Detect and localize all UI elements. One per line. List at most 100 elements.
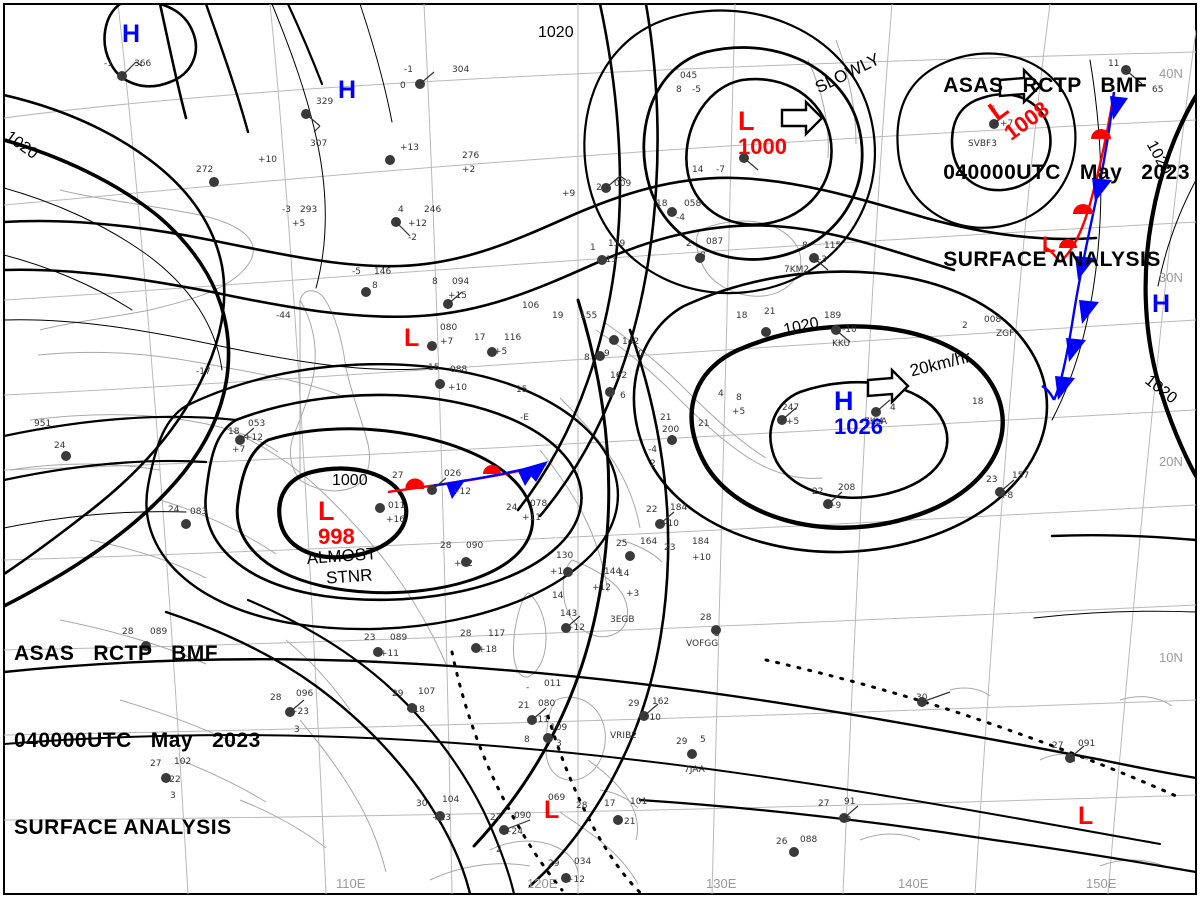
svg-text:272: 272 xyxy=(196,165,213,175)
svg-text:146: 146 xyxy=(374,267,391,277)
svg-text:026: 026 xyxy=(444,469,461,479)
cold-pip xyxy=(446,479,466,499)
svg-text:-10: -10 xyxy=(842,325,857,335)
cold-pip xyxy=(524,461,548,482)
svg-text:143: 143 xyxy=(560,609,577,619)
svg-text:3: 3 xyxy=(170,791,176,801)
svg-text:088: 088 xyxy=(450,365,467,375)
svg-text:8: 8 xyxy=(736,393,742,403)
svg-text:088: 088 xyxy=(800,835,817,845)
svg-text:080: 080 xyxy=(538,699,555,709)
cold-pip xyxy=(1110,96,1128,120)
svg-text:-4: -4 xyxy=(648,445,657,455)
svg-text:7KM2: 7KM2 xyxy=(784,265,809,275)
svg-text:26: 26 xyxy=(776,837,788,847)
svg-text:3EGB: 3EGB xyxy=(610,615,635,625)
title-bottom-line2: 040000UTC May 2023 xyxy=(14,729,261,753)
svg-text:7KLA: 7KLA xyxy=(864,417,888,427)
svg-text:29: 29 xyxy=(628,699,640,709)
svg-text:+8: +8 xyxy=(1000,491,1014,501)
svg-text:162: 162 xyxy=(652,697,669,707)
svg-text:034: 034 xyxy=(574,857,591,867)
coastlines xyxy=(9,39,1173,885)
svg-text:-22: -22 xyxy=(166,775,181,785)
motion-arrow-low-1000 xyxy=(780,99,824,137)
motion-arrows xyxy=(780,67,1042,405)
minor-low-3: L xyxy=(1078,802,1094,830)
svg-text:24: 24 xyxy=(168,505,180,515)
svg-text:15: 15 xyxy=(516,385,527,395)
svg-text:14: 14 xyxy=(692,165,704,175)
cold-pip xyxy=(1066,338,1086,362)
svg-text:+12: +12 xyxy=(452,487,471,497)
cold-pip xyxy=(1079,300,1099,324)
svg-text:29: 29 xyxy=(676,737,688,747)
svg-text:18: 18 xyxy=(736,311,748,321)
svg-text:23: 23 xyxy=(364,633,375,643)
svg-text:+3: +3 xyxy=(626,589,639,599)
svg-text:KKU: KKU xyxy=(832,339,850,349)
svg-text:18: 18 xyxy=(228,427,240,437)
svg-text:+10: +10 xyxy=(642,713,661,723)
svg-text:+12: +12 xyxy=(592,583,611,593)
svg-text:-E: -E xyxy=(520,413,529,423)
svg-text:-44: -44 xyxy=(276,311,291,321)
almost-stnr-line2: STNR xyxy=(325,565,374,588)
svg-text:11: 11 xyxy=(1108,59,1119,69)
trough-pacific xyxy=(764,658,1178,798)
svg-text:094: 094 xyxy=(452,277,469,287)
svg-text:157: 157 xyxy=(1012,471,1029,481)
svg-text:21: 21 xyxy=(764,307,775,317)
svg-text:27: 27 xyxy=(818,799,829,809)
svg-text:+24: +24 xyxy=(504,827,523,837)
svg-text:115: 115 xyxy=(824,241,841,251)
svg-text:011: 011 xyxy=(388,501,405,511)
title-top-line1: ASAS RCTP BMF xyxy=(943,73,1148,97)
svg-text:29: 29 xyxy=(392,689,404,699)
svg-text:-7: -7 xyxy=(716,165,725,175)
svg-text:+11: +11 xyxy=(530,715,549,725)
motion-arrow-low-1008 xyxy=(998,67,1042,105)
svg-text:22: 22 xyxy=(646,505,657,515)
svg-text:21: 21 xyxy=(518,701,529,711)
svg-text:8: 8 xyxy=(802,241,808,251)
svg-text:SVBF3: SVBF3 xyxy=(968,139,997,149)
svg-text:+10: +10 xyxy=(660,519,679,529)
minor-high-2: H xyxy=(338,76,357,104)
svg-text:+12: +12 xyxy=(566,623,585,633)
svg-text:27: 27 xyxy=(392,471,403,481)
svg-text:29: 29 xyxy=(548,859,560,869)
svg-text:28: 28 xyxy=(122,627,134,637)
svg-text:-17: -17 xyxy=(196,367,211,377)
svg-text:VRIB2: VRIB2 xyxy=(610,731,637,741)
lat-label-10N: 10N xyxy=(1159,650,1183,665)
svg-text:19: 19 xyxy=(552,311,564,321)
svg-text:087: 087 xyxy=(706,237,723,247)
svg-text:+13: +13 xyxy=(400,143,419,153)
isobars xyxy=(4,4,1196,894)
svg-text:9: 9 xyxy=(604,349,610,359)
svg-text:+10: +10 xyxy=(258,155,277,165)
svg-text:304: 304 xyxy=(452,65,469,75)
svg-text:+7: +7 xyxy=(1000,119,1013,129)
svg-text:080: 080 xyxy=(440,323,457,333)
svg-text:053: 053 xyxy=(248,419,265,429)
title-bottom-line3: SURFACE ANALYSIS xyxy=(14,816,232,840)
svg-text:+7: +7 xyxy=(232,445,245,455)
minor-low-1: L xyxy=(404,324,420,352)
svg-text:+5: +5 xyxy=(494,347,507,357)
svg-text:-1: -1 xyxy=(104,59,113,69)
svg-text:91: 91 xyxy=(844,797,855,807)
svg-text:078: 078 xyxy=(530,499,547,509)
svg-text:117: 117 xyxy=(488,629,505,639)
svg-text:VOFGG: VOFGG xyxy=(686,639,718,649)
lat-label-20N: 20N xyxy=(1159,454,1183,469)
svg-text:65: 65 xyxy=(1152,85,1163,95)
lon-label-150E: 150E xyxy=(1086,876,1117,891)
title-top-line3: SURFACE ANALYSIS xyxy=(943,247,1161,271)
svg-text:2: 2 xyxy=(686,239,692,249)
svg-text:23: 23 xyxy=(986,475,997,485)
svg-text:069: 069 xyxy=(548,793,565,803)
svg-text:30: 30 xyxy=(416,799,428,809)
